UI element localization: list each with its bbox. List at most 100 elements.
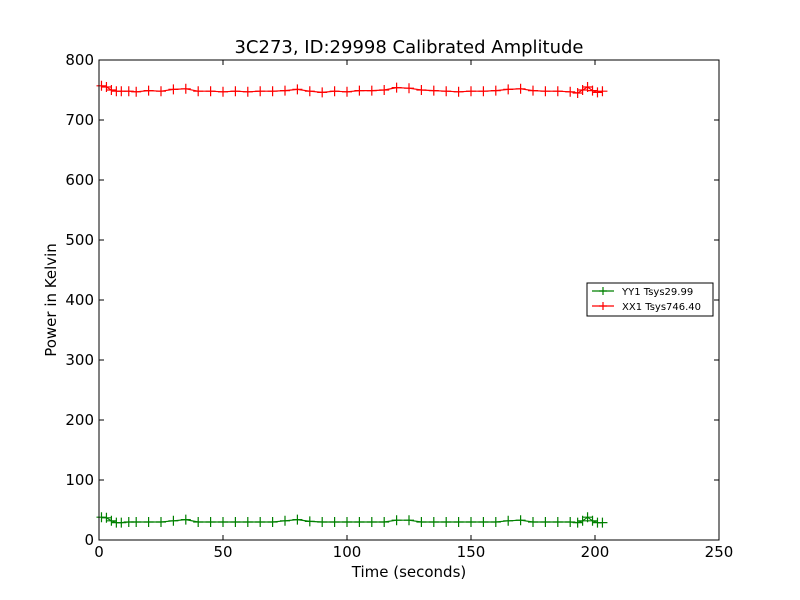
data-point [540, 517, 551, 527]
x-tick-label: 250 [705, 543, 734, 561]
data-point [96, 80, 107, 91]
chart-title: 3C273, ID:29998 Calibrated Amplitude [234, 37, 583, 58]
x-tick-label: 100 [333, 543, 362, 561]
series-layer [96, 80, 608, 528]
x-tick-label: 50 [213, 543, 232, 561]
data-point [540, 86, 551, 97]
data-point [280, 85, 290, 96]
data-point [515, 83, 526, 94]
data-point [242, 517, 253, 527]
data-point [106, 85, 117, 95]
data-point [342, 517, 352, 527]
data-point [143, 517, 154, 527]
legend-swatch-marker [599, 287, 607, 295]
ticks-layer: 0 50 100 150 200 250 0 100 200 300 400 500 600 700 800 [65, 51, 733, 561]
series-0 [96, 512, 608, 528]
data-point [280, 515, 290, 526]
data-point [317, 87, 328, 98]
data-point [292, 514, 303, 525]
data-point [453, 86, 464, 97]
data-point [329, 86, 340, 97]
data-point [131, 86, 142, 97]
data-point [267, 86, 278, 97]
y-tick-label: 700 [65, 111, 94, 129]
data-point [156, 86, 166, 97]
data-point [180, 514, 191, 525]
x-tick-label: 150 [457, 543, 486, 561]
data-point [205, 517, 216, 527]
data-point [379, 85, 390, 95]
data-point [552, 517, 563, 527]
data-point [255, 517, 266, 527]
data-point [292, 84, 303, 95]
data-point [168, 84, 179, 95]
data-point [572, 517, 583, 528]
data-point [597, 86, 608, 97]
data-point [404, 83, 414, 94]
data-point [230, 517, 241, 527]
data-point [366, 85, 377, 96]
y-tick-label: 100 [65, 471, 94, 489]
legend: YY1 Tsys29.99 XX1 Tsys746.40 [586, 282, 714, 317]
data-point [587, 515, 598, 526]
data-point [342, 86, 352, 97]
data-point [441, 86, 452, 97]
data-point [230, 86, 241, 97]
legend-label: YY1 Tsys29.99 [621, 287, 693, 298]
legend-label: XX1 Tsys746.40 [622, 302, 701, 313]
data-point [503, 84, 514, 95]
data-point [218, 86, 228, 97]
data-point [565, 86, 576, 97]
x-tick-label: 200 [581, 543, 610, 561]
data-point [391, 515, 402, 526]
data-point [366, 517, 377, 527]
data-point [193, 517, 204, 527]
data-point [354, 85, 365, 96]
data-point [404, 515, 414, 526]
data-point [528, 85, 538, 96]
y-tick-label: 200 [65, 411, 94, 429]
data-point [453, 517, 464, 527]
data-point [490, 85, 501, 96]
data-point [205, 86, 216, 97]
data-point [255, 86, 266, 97]
data-point [242, 86, 253, 97]
data-point [416, 85, 427, 95]
data-point [143, 85, 154, 96]
legend-box [586, 282, 714, 317]
data-point [528, 517, 538, 527]
data-point [478, 517, 489, 527]
data-point [391, 82, 402, 93]
data-point [329, 517, 340, 527]
data-point [441, 517, 452, 527]
y-tick-label: 500 [65, 231, 94, 249]
data-point [466, 86, 476, 97]
data-point [490, 517, 501, 527]
y-tick-label: 0 [84, 531, 94, 549]
data-point [379, 517, 390, 527]
data-point [587, 85, 598, 96]
data-point [592, 87, 603, 98]
data-point [180, 83, 191, 94]
data-point [218, 517, 228, 527]
data-point [428, 85, 439, 96]
data-point [304, 86, 315, 97]
data-point [503, 515, 514, 526]
data-point [515, 515, 526, 526]
data-point [597, 517, 608, 528]
data-point [267, 517, 278, 527]
x-tick-label: 0 [94, 543, 104, 561]
y-tick-label: 400 [65, 291, 94, 309]
y-tick-label: 300 [65, 351, 94, 369]
data-point [156, 517, 166, 527]
data-point [354, 517, 365, 527]
data-point [317, 517, 328, 527]
data-point [552, 86, 563, 97]
series-1 [96, 80, 608, 98]
data-point [428, 517, 439, 527]
y-tick-label: 800 [65, 51, 94, 69]
data-point [131, 517, 142, 527]
data-point [168, 515, 179, 526]
legend-swatch-marker [599, 302, 607, 310]
